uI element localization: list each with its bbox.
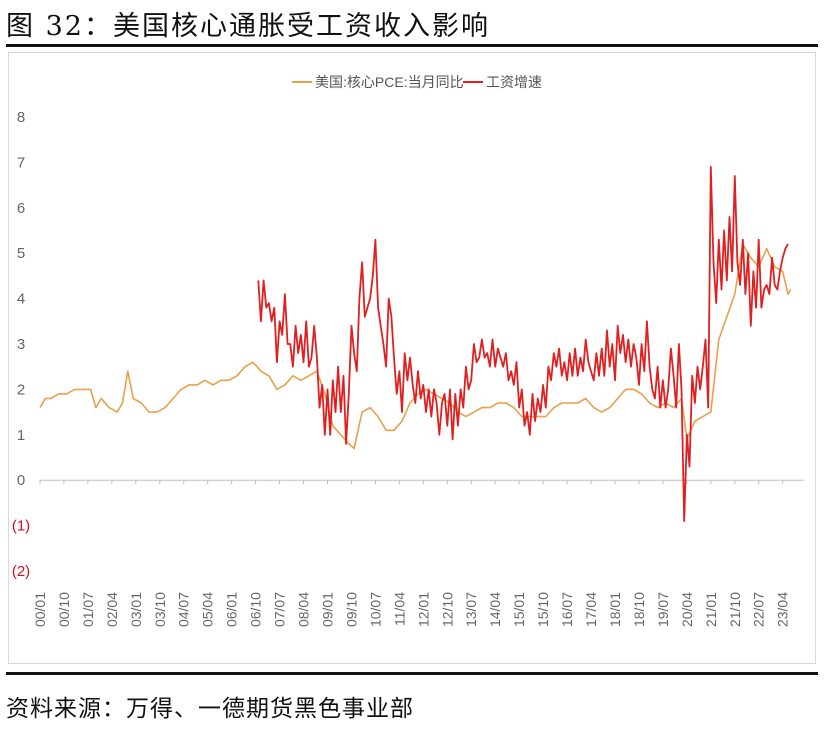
x-tick-label: 13/07: [463, 592, 479, 627]
x-tick-label: 08/04: [296, 592, 312, 627]
source-note: 资料来源：万得、一德期货黑色事业部: [6, 696, 414, 722]
x-tick-label: 07/07: [272, 592, 288, 627]
x-tick-label: 22/07: [751, 592, 767, 627]
x-tick-label: 16/07: [559, 592, 575, 627]
x-tick-label: 21/10: [727, 592, 743, 627]
y-tick-label: (2): [12, 563, 30, 580]
x-tick-label: 15/01: [511, 592, 527, 627]
x-tick-label: 10/07: [367, 592, 383, 627]
x-tick-label: 09/01: [319, 592, 335, 627]
y-tick-label: 1: [17, 427, 25, 444]
legend-label-wage: 工资增速: [486, 74, 542, 90]
x-tick-label: 01/07: [80, 592, 96, 627]
x-tick-label: 00/10: [56, 592, 72, 627]
legend: 美国:核心PCE:当月同比 工资增速: [292, 74, 542, 90]
y-tick-label: 4: [17, 291, 25, 308]
y-tick-label: 2: [17, 381, 25, 398]
x-tick-label: 06/10: [248, 592, 264, 627]
x-tick-label: 11/04: [391, 592, 407, 626]
y-tick-label: 3: [17, 336, 25, 353]
chart-area: 美国:核心PCE:当月同比 工资增速 8 7 6 5 4 3 2 1 0 (1) (2) 00/01…: [8, 52, 816, 664]
line-chart: 美国:核心PCE:当月同比 工资增速 8 7 6 5 4 3 2 1 0 (1) (2) 00/01…: [8, 52, 816, 664]
x-tick-label: 03/10: [152, 592, 168, 627]
legend-label-pce: 美国:核心PCE:当月同比: [315, 74, 464, 90]
x-tick-label: 18/10: [631, 592, 647, 627]
y-tick-label: (1): [12, 518, 30, 535]
x-tick-label: 20/04: [679, 592, 695, 627]
y-tick-label: 7: [17, 154, 25, 171]
x-tick-label: 19/07: [655, 592, 671, 627]
x-tick-label: 15/10: [535, 592, 551, 627]
figure-title: 图 32：美国核心通胀受工资收入影响: [6, 11, 490, 42]
x-tick-label: 17/04: [583, 592, 599, 627]
series-line-core-pce: [39, 243, 792, 450]
x-tick-label: 00/01: [32, 592, 48, 627]
x-tick-label: 05/04: [200, 592, 216, 627]
chart-frame: [8, 52, 816, 664]
x-tick-label: 06/01: [224, 592, 240, 627]
y-tick-label: 6: [17, 200, 25, 217]
source-rule: [6, 672, 818, 675]
series-line-wage-growth: [257, 166, 789, 523]
x-tick-label: 04/07: [176, 592, 192, 627]
x-tick-label: 09/10: [343, 592, 359, 627]
x-tick-label: 21/01: [703, 592, 719, 627]
x-tick-label: 14/04: [487, 592, 503, 627]
x-tick-label: 23/04: [775, 592, 791, 627]
x-tick-label: 18/01: [607, 592, 623, 627]
x-tick-label: 12/10: [439, 592, 455, 627]
y-tick-label: 0: [17, 472, 25, 489]
x-tick-label: 02/04: [104, 592, 120, 627]
y-tick-label: 8: [17, 109, 25, 126]
x-tick-label: 03/01: [128, 592, 144, 627]
y-tick-label: 5: [17, 245, 25, 262]
title-rule: [6, 44, 818, 47]
x-tick-label: 12/01: [415, 592, 431, 627]
